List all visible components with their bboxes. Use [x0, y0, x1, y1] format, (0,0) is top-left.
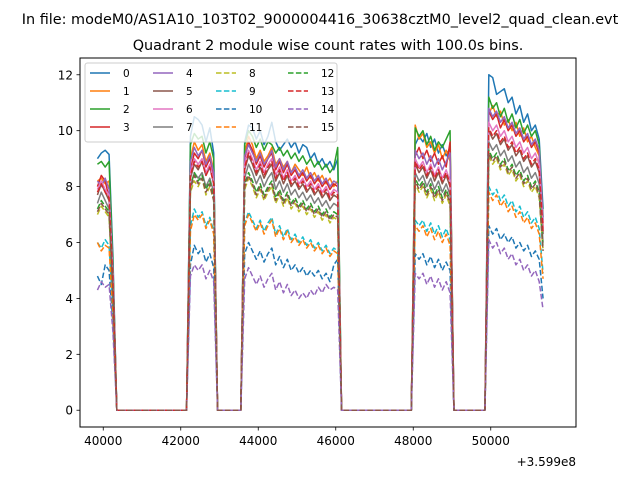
series-line-8 — [96, 155, 544, 411]
series-line-9 — [96, 185, 544, 411]
x-tick-label: 46000 — [317, 434, 355, 448]
series-line-10 — [96, 224, 544, 411]
x-tick-label: 50000 — [472, 434, 510, 448]
series-line-2 — [97, 96, 544, 411]
legend-label-5: 5 — [186, 86, 193, 98]
series-line-4 — [96, 107, 544, 411]
figure-suptitle: In file: modeM0/AS1A10_103T02_9000004416… — [22, 12, 619, 28]
legend-label-0: 0 — [123, 68, 130, 80]
legend-label-15: 15 — [321, 122, 334, 134]
series-line-15 — [96, 152, 544, 411]
series-line-11 — [96, 191, 544, 411]
legend-label-13: 13 — [321, 86, 334, 98]
y-tick-label: 6 — [65, 236, 73, 250]
x-tick-label: 48000 — [394, 434, 432, 448]
series-line-7 — [96, 141, 544, 411]
plot-lines — [96, 74, 544, 411]
x-tick-label: 40000 — [84, 434, 122, 448]
legend-label-2: 2 — [123, 104, 130, 116]
series-line-12 — [96, 149, 544, 411]
series-line-6 — [96, 121, 544, 411]
x-axis-ticks: 40000 42000 44000 46000 48000 50000 — [84, 427, 510, 448]
y-tick-label: 2 — [65, 348, 73, 362]
series-line-3 — [96, 110, 544, 411]
legend-label-11: 11 — [249, 122, 262, 134]
legend-label-12: 12 — [321, 68, 334, 80]
x-axis-offset-label: +3.599e8 — [517, 455, 576, 469]
legend-label-1: 1 — [123, 86, 130, 98]
legend-label-8: 8 — [249, 68, 256, 80]
series-line-13 — [96, 127, 544, 411]
y-tick-label: 8 — [65, 180, 73, 194]
x-tick-label: 44000 — [239, 434, 277, 448]
legend-label-14: 14 — [321, 104, 335, 116]
y-tick-label: 10 — [58, 124, 73, 138]
y-axis-ticks: 0 2 4 6 8 10 12 — [58, 68, 80, 418]
legend-label-6: 6 — [186, 104, 193, 116]
legend-label-3: 3 — [123, 122, 130, 134]
y-tick-label: 12 — [58, 68, 73, 82]
legend-label-4: 4 — [186, 68, 193, 80]
legend-box — [84, 62, 338, 143]
x-tick-label: 42000 — [162, 434, 200, 448]
legend-label-9: 9 — [249, 86, 256, 98]
y-tick-label: 0 — [65, 404, 73, 418]
y-tick-label: 4 — [65, 292, 73, 306]
series-line-5 — [96, 129, 544, 411]
series-line-14 — [96, 238, 544, 411]
series-line-1 — [97, 104, 544, 411]
chart-title: Quadrant 2 module wise count rates with … — [133, 38, 524, 54]
legend-label-10: 10 — [249, 104, 262, 116]
legend-label-7: 7 — [186, 122, 193, 134]
